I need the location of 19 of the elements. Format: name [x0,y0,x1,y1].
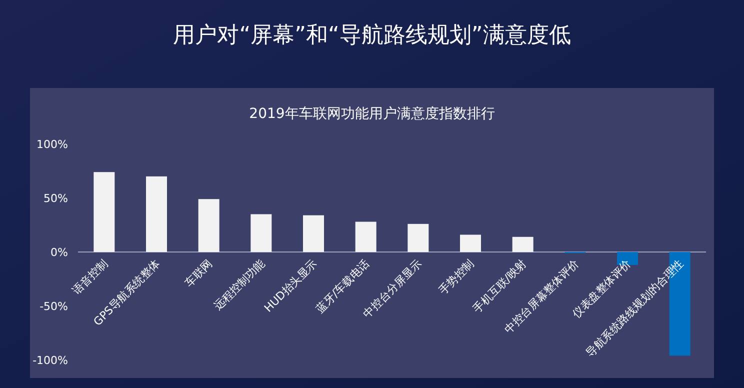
bar [250,214,272,252]
bar [355,222,376,252]
bar [303,215,324,252]
bar [94,172,115,252]
x-tick-label: 车联网 [182,256,215,290]
y-tick-label: 0% [50,246,68,259]
y-tick-label: 100% [36,138,68,151]
bar [146,176,167,252]
y-tick-label: 50% [44,192,68,205]
bar [460,234,481,252]
y-tick-label: -100% [32,354,68,367]
bar [198,199,220,252]
chart-subtitle: 2019年车联网功能用户满意度指数排行 [249,106,495,122]
y-tick-label: -50% [40,300,68,313]
bar [512,236,534,252]
bar [408,224,429,252]
chart-title: 用户对“屏幕”和“导航路线规划”满意度低 [173,23,571,48]
x-tick-label: 手势控制 [436,256,477,298]
x-tick-label: 语音控制 [70,256,110,298]
